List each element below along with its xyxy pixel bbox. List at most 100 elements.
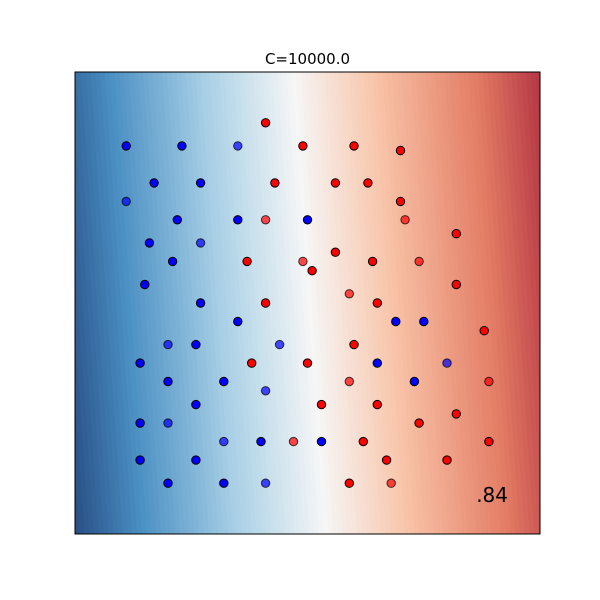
background-band	[512, 72, 540, 534]
class-1-point	[330, 247, 341, 257]
class-0-point	[191, 399, 201, 410]
class-0-point	[233, 141, 243, 151]
class-0-point	[233, 316, 243, 327]
background-band	[102, 72, 147, 534]
score-label: .84	[476, 483, 508, 507]
class-0-point	[191, 455, 201, 465]
background-band	[75, 72, 118, 534]
class-0-point	[419, 316, 429, 327]
class-1-point	[344, 478, 354, 488]
background-band	[75, 72, 90, 534]
class-1-point	[484, 436, 494, 447]
class-0-point	[442, 358, 452, 368]
background-band	[355, 72, 399, 534]
plot-frame	[74, 71, 541, 535]
background-band	[402, 72, 447, 534]
background-band	[169, 72, 214, 534]
class-0-point	[260, 386, 271, 396]
class-1-point	[414, 418, 424, 428]
background-band	[155, 72, 199, 534]
class-1-point	[247, 358, 257, 368]
class-0-point	[219, 376, 229, 387]
background-band	[164, 72, 209, 534]
class-1-point	[330, 178, 341, 188]
background-band	[136, 72, 180, 534]
background-band	[450, 72, 495, 534]
class-0-point	[316, 436, 327, 447]
background-band	[283, 72, 328, 534]
class-0-point	[172, 215, 183, 225]
background-band	[160, 72, 204, 534]
background-band	[112, 72, 157, 534]
background-band	[388, 72, 433, 534]
background-band	[75, 72, 99, 534]
background-band	[526, 72, 540, 534]
background-band	[198, 72, 242, 534]
class-1-point	[270, 178, 280, 188]
class-0-point	[219, 436, 229, 447]
class-0-point	[260, 478, 271, 488]
background-band	[350, 72, 395, 534]
background-band	[536, 72, 540, 534]
background-band	[326, 72, 371, 534]
background-band	[75, 72, 104, 534]
background-band	[421, 72, 466, 534]
background-band	[417, 72, 461, 534]
background-band	[217, 72, 261, 534]
class-0-point	[302, 215, 313, 225]
background-band	[374, 72, 418, 534]
background-band	[302, 72, 347, 534]
background-band	[145, 72, 190, 534]
background-band	[317, 72, 361, 534]
background-band	[336, 72, 380, 534]
class-1-point	[344, 289, 354, 299]
class-1-point	[349, 141, 359, 151]
class-1-point	[395, 145, 406, 156]
background-band	[307, 72, 352, 534]
background-band	[207, 72, 252, 534]
class-0-point	[121, 141, 131, 151]
chart-title: C=10000.0	[265, 50, 350, 68]
background-band	[141, 72, 185, 534]
class-0-point	[391, 316, 401, 327]
background-band	[75, 72, 109, 534]
class-1-point	[298, 141, 308, 151]
class-0-point	[140, 279, 150, 290]
class-1-point	[367, 256, 378, 267]
class-0-point	[163, 339, 173, 350]
background-band	[107, 72, 152, 534]
class-0-point	[135, 418, 145, 428]
class-0-point	[167, 256, 178, 267]
background-band	[255, 72, 299, 534]
background-band	[426, 72, 471, 534]
background-band	[183, 72, 228, 534]
background-band	[546, 14, 590, 555]
background-band	[479, 72, 523, 534]
class-1-point	[260, 298, 271, 308]
background-band	[455, 72, 499, 534]
background-band	[469, 72, 514, 534]
class-0-point	[191, 339, 201, 350]
class-1-point	[349, 339, 359, 350]
background-band	[250, 72, 295, 534]
class-1-point	[316, 399, 327, 410]
class-0-point	[163, 478, 173, 488]
class-0-point	[233, 215, 243, 225]
class-0-point	[195, 178, 206, 188]
background-band	[79, 72, 123, 534]
background-band	[369, 72, 414, 534]
background-band	[464, 72, 509, 534]
background-band	[488, 72, 533, 534]
background-band	[517, 72, 540, 534]
background-band	[174, 72, 218, 534]
class-1-point	[260, 215, 271, 225]
background-band	[321, 72, 366, 534]
background-band	[75, 72, 76, 534]
class-1-point	[372, 298, 382, 308]
class-1-point	[363, 178, 373, 188]
background-band	[412, 72, 456, 534]
background-band	[393, 72, 437, 534]
class-1-point	[442, 455, 452, 465]
background-band	[150, 72, 195, 534]
